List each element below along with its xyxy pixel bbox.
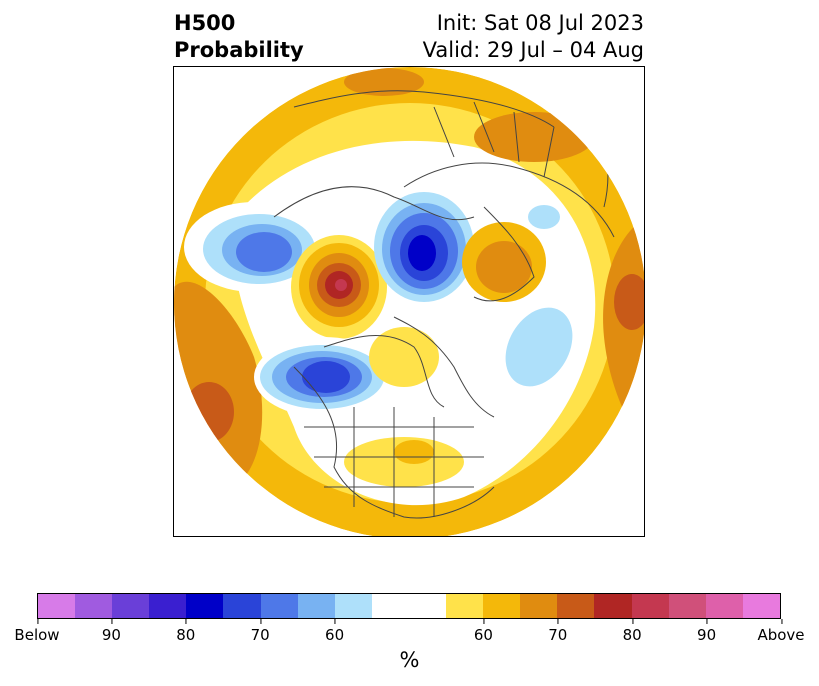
colorbar-swatch (75, 594, 113, 618)
colorbar-swatch (446, 594, 484, 618)
colorbar-swatch (594, 594, 632, 618)
colorbar-tick-label: 70 (251, 619, 270, 644)
colorbar-swatch (260, 594, 298, 618)
colorbar-tick-label: 80 (176, 619, 195, 644)
map-frame (173, 66, 645, 537)
title-right: Init: Sat 08 Jul 2023 Valid: 29 Jul – 04… (423, 10, 644, 64)
title-left: H500 Probability (174, 10, 304, 64)
colorbar-tick-label: 80 (623, 619, 642, 644)
colorbar-tick-label: 90 (102, 619, 121, 644)
colorbar-swatch (223, 594, 261, 618)
colorbar-tick-label: 60 (474, 619, 493, 644)
colorbar-swatch (186, 594, 224, 618)
colorbar-swatch (520, 594, 558, 618)
title-variable: Probability (174, 38, 304, 62)
colorbar-swatch (38, 594, 76, 618)
probability-map (174, 67, 644, 536)
colorbar-swatch (705, 594, 743, 618)
colorbar-tick-label: Below (14, 619, 60, 644)
colorbar-swatch (334, 594, 372, 618)
colorbar-swatch (112, 594, 150, 618)
colorbar-ticks: Below 90 80 70 60 60 70 80 90 Above (14, 619, 805, 644)
colorbar-swatch (742, 594, 780, 618)
map-disc (174, 67, 644, 536)
colorbar-swatch (557, 594, 595, 618)
colorbar-tick-label: 70 (548, 619, 567, 644)
colorbar (37, 593, 781, 619)
valid-range: Valid: 29 Jul – 04 Aug (422, 38, 644, 62)
colorbar-swatch (149, 594, 187, 618)
coastlines (273, 90, 615, 519)
colorbar-units-label: % (399, 648, 420, 672)
colorbar-tick-label: 90 (697, 619, 716, 644)
colorbar-swatch (483, 594, 521, 618)
colorbar-swatch (631, 594, 669, 618)
colorbar-tick-label: 60 (325, 619, 344, 644)
title-field: H500 (174, 11, 236, 35)
init-date: Init: Sat 08 Jul 2023 (436, 11, 644, 35)
colorbar-swatch (371, 594, 447, 618)
colorbar-swatch (297, 594, 335, 618)
colorbar-swatch (668, 594, 706, 618)
colorbar-tick-label: Above (757, 619, 805, 644)
